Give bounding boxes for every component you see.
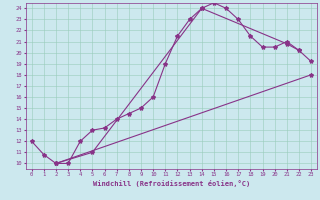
X-axis label: Windchill (Refroidissement éolien,°C): Windchill (Refroidissement éolien,°C) [93, 180, 250, 187]
